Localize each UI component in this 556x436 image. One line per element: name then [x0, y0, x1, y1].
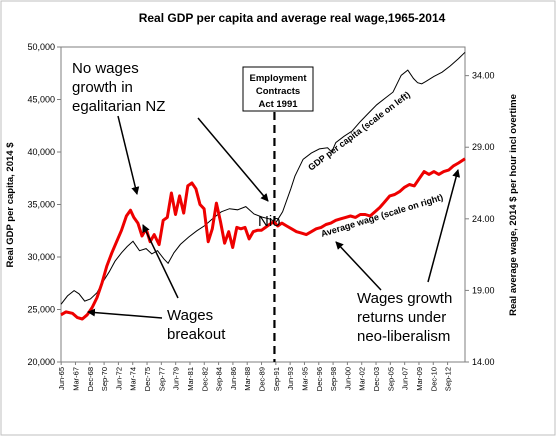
callout-returns-line1: Wages growth	[357, 290, 452, 307]
x-tick-label: Sep-91	[272, 367, 281, 391]
left-tick-label: 20,000	[27, 357, 55, 367]
right-tick-label: 24.00	[472, 214, 495, 224]
x-tick-label: Dec-75	[143, 367, 152, 391]
x-tick-label: Mar-81	[186, 367, 195, 391]
callout-breakout-line1: Wages	[167, 307, 213, 324]
callout-no-wages-line3: egalitarian NZ	[72, 98, 165, 115]
x-tick-label: Sep-12	[444, 367, 453, 391]
callout-breakout-line2: breakout	[167, 326, 226, 343]
nio-label: Nio	[258, 213, 281, 230]
callout-returns-line2: returns under	[357, 309, 446, 326]
x-tick-label: Dec-10	[429, 367, 438, 391]
x-tick-label: Mar-74	[129, 367, 138, 391]
chart-title: Real GDP per capita and average real wag…	[139, 11, 446, 25]
x-tick-label: Dec-03	[372, 367, 381, 391]
left-tick-label: 35,000	[27, 200, 55, 210]
x-tick-label: Jun-93	[286, 367, 295, 390]
x-tick-label: Sep-84	[215, 367, 224, 391]
x-tick-label: Sep-70	[100, 367, 109, 391]
callout-no-wages-line1: No wages	[72, 60, 139, 77]
x-tick-label: Jun-65	[57, 367, 66, 390]
x-tick-label: Jun-79	[172, 367, 181, 390]
x-tick-label: Jun-07	[401, 367, 410, 390]
x-tick-label: Sep-98	[329, 367, 338, 391]
x-tick-label: Dec-96	[315, 367, 324, 391]
x-tick-label: Mar-09	[415, 367, 424, 391]
x-tick-label: Jun-00	[343, 367, 352, 390]
left-tick-label: 45,000	[27, 95, 55, 105]
right-tick-label: 14.00	[472, 357, 495, 367]
x-tick-label: Sep-05	[386, 367, 395, 391]
left-tick-label: 25,000	[27, 305, 55, 315]
employment-act-line3: Act 1991	[258, 99, 298, 110]
left-axis-label: Real GDP per capita, 2014 $	[5, 142, 16, 268]
left-tick-label: 50,000	[27, 42, 55, 52]
employment-act-line2: Contracts	[256, 86, 300, 97]
right-axis-label: Real average wage, 2014 $ per hour incl …	[508, 94, 519, 316]
x-tick-label: Mar-02	[358, 367, 367, 391]
x-tick-label: Dec-68	[86, 367, 95, 391]
x-tick-label: Dec-89	[258, 367, 267, 391]
employment-act-line1: Employment	[249, 73, 307, 84]
callout-returns-line3: neo-liberalism	[357, 328, 450, 345]
x-tick-label: Mar-67	[71, 367, 80, 391]
left-tick-label: 40,000	[27, 147, 55, 157]
x-tick-label: Sep-77	[157, 367, 166, 391]
x-tick-label: Mar-95	[300, 367, 309, 391]
x-tick-label: Jun-86	[229, 367, 238, 390]
left-tick-label: 30,000	[27, 252, 55, 262]
right-tick-label: 19.00	[472, 285, 495, 295]
callout-no-wages-line2: growth in	[72, 79, 133, 96]
x-tick-label: Mar-88	[243, 367, 252, 391]
right-tick-label: 34.00	[472, 71, 495, 81]
right-tick-label: 29.00	[472, 142, 495, 152]
x-tick-label: Dec-82	[200, 367, 209, 391]
x-tick-label: Jun-72	[114, 367, 123, 390]
